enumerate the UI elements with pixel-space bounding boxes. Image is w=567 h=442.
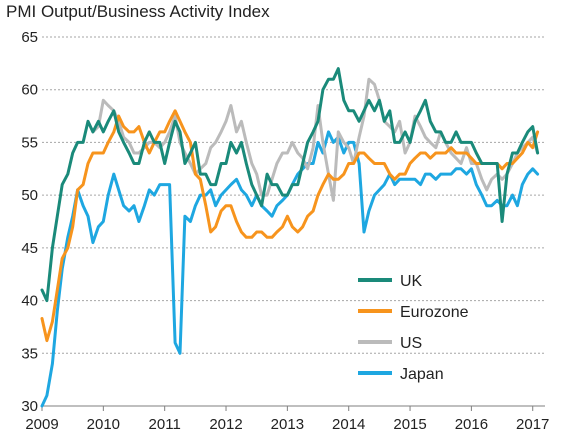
chart-title: PMI Output/Business Activity Index	[6, 2, 270, 21]
series-line-japan	[40, 130, 540, 408]
legend-label-us: US	[400, 335, 422, 352]
y-tick-label: 30	[21, 398, 38, 415]
x-tick-label: 2012	[209, 416, 242, 433]
y-tick-label: 55	[21, 134, 38, 151]
x-tick-label: 2011	[149, 416, 181, 433]
x-tick-label: 2014	[332, 416, 365, 433]
x-tick-label: 2015	[393, 416, 426, 433]
x-tick-label: 2013	[271, 416, 304, 433]
y-tick-label: 50	[21, 187, 38, 204]
legend-label-eurozone: Eurozone	[400, 304, 469, 321]
x-tick-label: 2010	[87, 416, 120, 433]
series-line-uk	[40, 67, 540, 303]
series-line-us	[91, 77, 540, 202]
x-tick-label: 2017	[516, 416, 549, 433]
legend-label-uk: UK	[400, 273, 423, 290]
x-tick-label: 2009	[25, 416, 58, 433]
x-tick-label: 2016	[455, 416, 488, 433]
y-tick-label: 65	[21, 29, 38, 46]
y-tick-label: 40	[21, 293, 38, 310]
y-tick-label: 35	[21, 345, 38, 362]
series-line-eurozone	[40, 109, 540, 343]
y-tick-label: 45	[21, 240, 38, 257]
legend-label-japan: Japan	[400, 366, 444, 383]
y-tick-label: 60	[21, 82, 38, 99]
